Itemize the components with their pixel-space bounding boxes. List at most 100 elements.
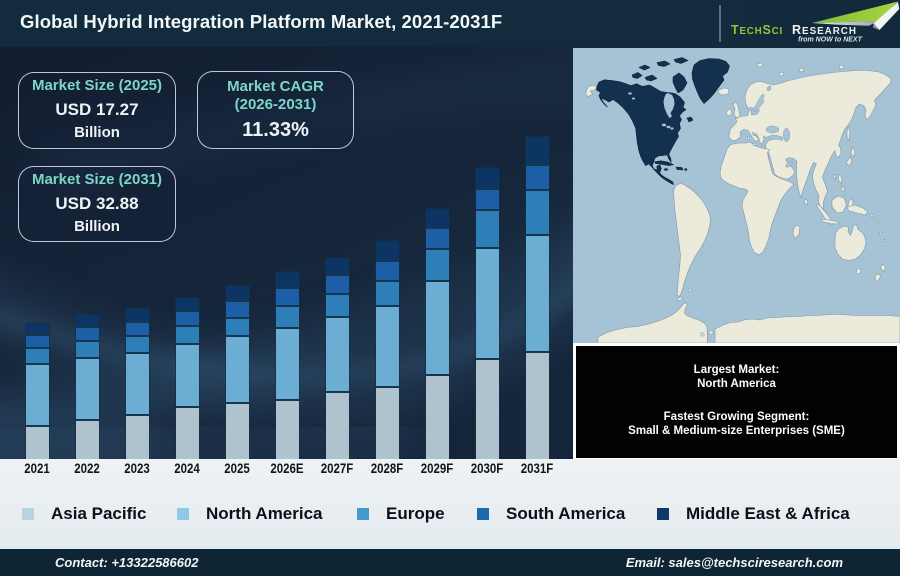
map-falkland	[687, 288, 693, 293]
bar-segment-asia-pacific	[425, 373, 449, 459]
logo-word-techsci: TECHSCI	[731, 23, 783, 37]
bar-segment-north-america	[525, 233, 549, 352]
legend-swatch-icon	[22, 508, 34, 520]
bar-segment-north-america	[275, 326, 299, 399]
map-taiwan	[832, 173, 837, 180]
map-arctic-island-2	[644, 74, 658, 82]
map-baffin-island	[672, 72, 688, 94]
bar-segment-middle-east-africa	[225, 286, 249, 300]
bar-segment-north-america	[325, 315, 349, 391]
bar-segment-middle-east-africa	[175, 297, 199, 310]
map-greenland	[691, 58, 730, 104]
info-box-market-size-2031: Market Size (2031) USD 32.88 Billion	[18, 166, 176, 242]
largest-market-label: Largest Market:	[693, 364, 780, 376]
bar-segment-north-america	[375, 304, 399, 386]
bar-segment-middle-east-africa	[375, 241, 399, 260]
bar-segment-europe	[125, 334, 149, 352]
bar-segment-middle-east-africa	[125, 308, 149, 321]
bar-segment-asia-pacific	[275, 398, 299, 459]
footer-contact: Contact: +13322586602	[55, 555, 199, 570]
bar-segment-asia-pacific	[475, 358, 499, 459]
legend-swatch-icon	[477, 508, 489, 520]
bar-segment-north-america	[25, 362, 49, 425]
info-box-unit: Billion	[74, 124, 120, 141]
legend-label: North America	[206, 504, 323, 523]
bar-segment-europe	[325, 292, 349, 316]
legend-swatch-icon	[177, 508, 189, 520]
map-australia	[834, 224, 867, 261]
callout-box: Largest Market: North America Fastest Gr…	[573, 343, 900, 461]
bar-segment-middle-east-africa	[425, 209, 449, 227]
bar-segment-south-america	[25, 334, 49, 347]
legend-item-asia-pacific: Asia Pacific	[22, 504, 146, 524]
stacked-bar-2021	[25, 324, 49, 459]
map-chukotka	[585, 84, 598, 97]
header-bar: Global Hybrid Integration Platform Marke…	[0, 0, 900, 47]
legend-item-middle-east-africa: Middle East & Africa	[657, 504, 850, 524]
bar-segment-north-america	[225, 335, 249, 402]
map-arctic-island-3	[638, 64, 651, 71]
bar-segment-europe	[425, 247, 449, 280]
legend-item-south-america: South America	[477, 504, 625, 524]
bar-segment-europe	[175, 325, 199, 343]
stacked-bar-chart	[25, 137, 549, 459]
bar-segment-asia-pacific	[25, 424, 49, 459]
legend-label: Asia Pacific	[51, 504, 147, 523]
bar-segment-middle-east-africa	[525, 137, 549, 164]
map-sumatra	[816, 203, 834, 225]
map-north-america-highlight	[596, 57, 730, 185]
bar-segment-middle-east-africa	[275, 271, 299, 288]
info-box-label: Market CAGR (2026-2031)	[227, 77, 324, 113]
map-puerto-rico	[684, 168, 688, 171]
bar-segment-asia-pacific	[75, 419, 99, 459]
map-crete	[761, 146, 766, 149]
map-antarctica-islands	[700, 330, 714, 337]
bar-segment-asia-pacific	[525, 351, 549, 459]
info-box-value: USD 32.88	[55, 193, 139, 213]
bar-segment-asia-pacific	[325, 390, 349, 459]
map-solomon-dots	[869, 213, 887, 243]
legend-item-north-america: North America	[177, 504, 323, 524]
map-java	[820, 218, 840, 225]
logo-tagline: from NOW to NEXT	[798, 37, 862, 44]
map-ireland	[725, 108, 733, 117]
map-south-america	[673, 183, 711, 297]
map-cuba	[654, 160, 674, 166]
bar-segment-asia-pacific	[125, 413, 149, 459]
footer-email: Email: sales@techsciresearch.com	[625, 555, 843, 570]
stacked-bar-2022	[75, 315, 99, 459]
info-box-value: USD 17.27	[55, 100, 139, 119]
logo-arrow-icon	[812, 1, 900, 30]
info-box-market-size-2025: Market Size (2025) USD 17.27 Billion	[18, 72, 176, 149]
bar-segment-south-america	[225, 299, 249, 317]
map-tierra-del-fuego	[676, 296, 684, 302]
bar-segment-europe	[475, 209, 499, 247]
map-ellesmere-island	[673, 57, 689, 64]
stacked-bar-2030F	[475, 168, 499, 459]
bar-segment-asia-pacific	[375, 385, 399, 459]
info-box-unit: Billion	[74, 217, 120, 235]
bar-segment-middle-east-africa	[325, 258, 349, 274]
map-sardinia	[747, 136, 750, 141]
map-lakes	[628, 92, 675, 130]
info-box-label: Market Size (2025)	[31, 77, 163, 94]
bar-segment-north-america	[125, 351, 149, 414]
info-box-market-cagr: Market CAGR (2026-2031) 11.33%	[197, 71, 354, 149]
techsci-research-logo: TECHSCI RESEARCH from NOW to NEXT	[719, 1, 900, 44]
legend-swatch-icon	[357, 508, 369, 520]
bar-segment-north-america	[475, 247, 499, 358]
legend-item-europe: Europe	[357, 504, 445, 524]
map-japan	[845, 146, 856, 167]
bar-segment-asia-pacific	[175, 406, 199, 459]
info-box-label: Market Size (2031)	[31, 170, 163, 188]
map-arctic-russia-islands	[778, 64, 845, 77]
map-na-mainland	[596, 79, 687, 185]
map-great-britain	[732, 101, 741, 119]
stacked-bar-2027F	[325, 258, 349, 459]
map-hispaniola	[675, 166, 684, 171]
bar-segment-asia-pacific	[225, 401, 249, 459]
map-iceland	[717, 87, 730, 96]
stacked-bar-2028F	[375, 241, 399, 459]
largest-market-value: North America	[697, 377, 776, 390]
